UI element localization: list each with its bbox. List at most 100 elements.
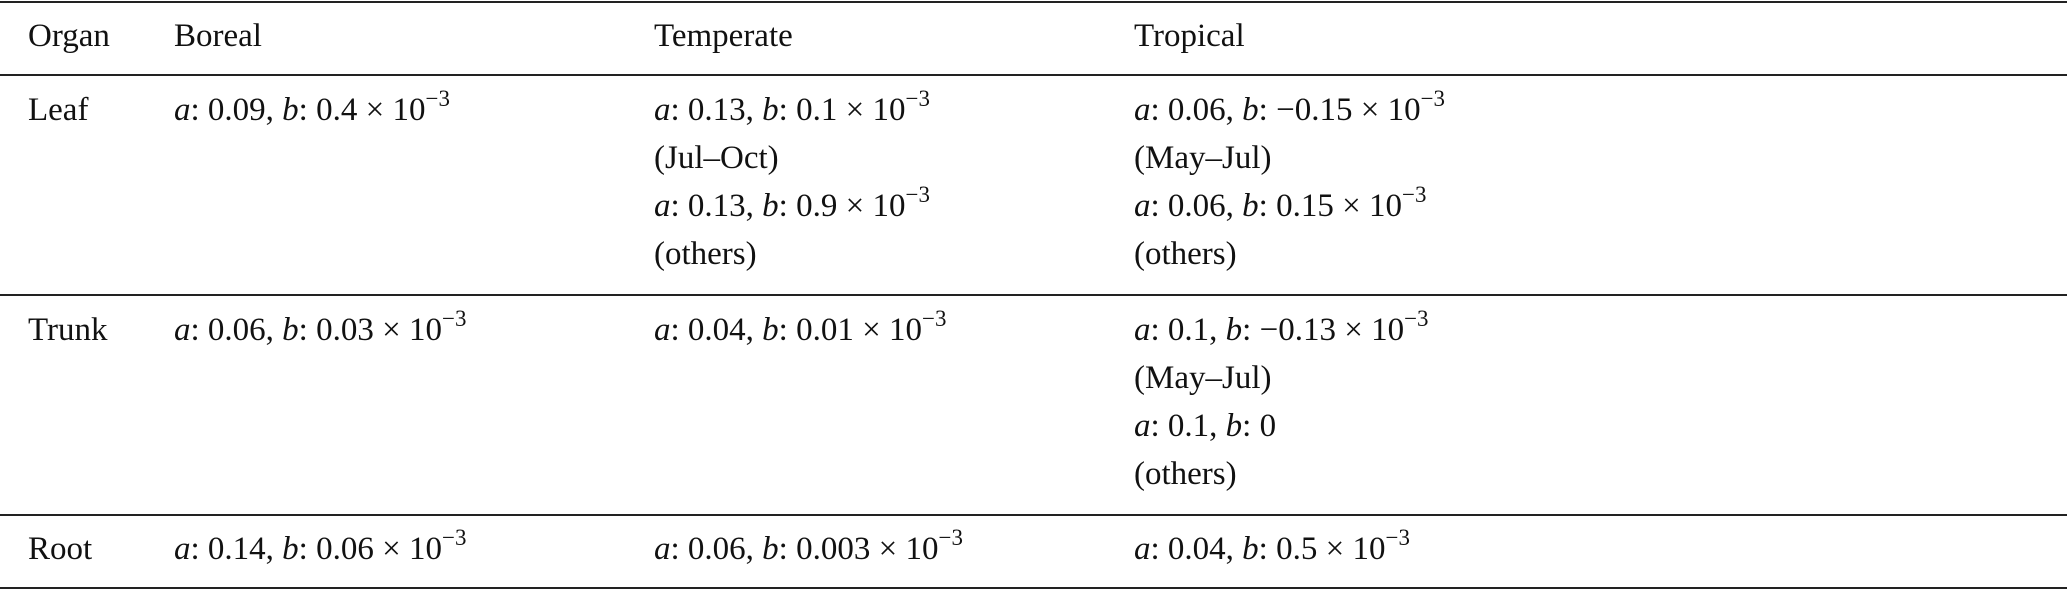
b-exponent: −3 — [938, 525, 963, 550]
header-organ: Organ — [28, 18, 110, 54]
period-label: (others) — [1134, 236, 1237, 272]
period-label: (others) — [1134, 456, 1237, 492]
separator: , — [745, 92, 763, 128]
b-value: 0 — [1259, 408, 1277, 444]
separator: , — [265, 92, 283, 128]
separator: : — [1242, 408, 1260, 444]
separator: : — [1150, 92, 1168, 128]
a-value: 0.06 — [207, 312, 266, 348]
organ-cell: Trunk — [28, 312, 108, 348]
a-value: 0.06 — [1167, 92, 1226, 128]
row-rule-leaf — [0, 294, 2067, 296]
separator: , — [745, 312, 763, 348]
top-rule — [0, 1, 2067, 3]
a-symbol: a — [174, 92, 191, 128]
a-symbol: a — [174, 312, 191, 348]
b-exponent: −3 — [905, 86, 930, 111]
separator: : — [670, 312, 688, 348]
period-label: (Jul–Oct) — [654, 140, 779, 176]
parameter-line: a: 0.06, b: −0.15 × 10−3 — [1134, 86, 1445, 134]
separator: : — [778, 92, 797, 128]
a-value: 0.09 — [207, 92, 266, 128]
separator: : — [1150, 312, 1168, 348]
parameter-line: a: 0.1, b: −0.13 × 10−3 — [1134, 306, 1429, 354]
separator: : — [1150, 188, 1168, 224]
separator: : — [298, 531, 317, 567]
b-value: 0.15 × 10 — [1276, 188, 1402, 224]
temperate-cell: a: 0.13, b: 0.1 × 10−3 (Jul–Oct) a: 0.13, … — [654, 86, 930, 278]
header-tropical: Tropical — [1134, 18, 1245, 54]
b-value: 0.1 × 10 — [796, 92, 906, 128]
separator: , — [745, 188, 763, 224]
separator: : — [1258, 188, 1277, 224]
b-symbol: b — [282, 312, 299, 348]
tropical-cell: a: 0.04, b: 0.5 × 10−3 — [1134, 525, 1410, 573]
b-value: 0.4 × 10 — [316, 92, 426, 128]
separator: : — [670, 92, 688, 128]
a-symbol: a — [1134, 188, 1151, 224]
boreal-cell: a: 0.06, b: 0.03 × 10−3 — [174, 306, 466, 354]
parameter-line: a: 0.09, b: 0.4 × 10−3 — [174, 86, 450, 134]
tropical-cell: a: 0.1, b: −0.13 × 10−3 (May–Jul) a: 0.1, … — [1134, 306, 1429, 498]
parameter-line: a: 0.06, b: 0.15 × 10−3 — [1134, 182, 1445, 230]
b-value: 0.9 × 10 — [796, 188, 906, 224]
a-value: 0.1 — [1167, 408, 1210, 444]
period-label: (May–Jul) — [1134, 140, 1272, 176]
a-symbol: a — [654, 92, 671, 128]
separator: : — [298, 312, 317, 348]
a-symbol: a — [1134, 312, 1151, 348]
a-value: 0.13 — [687, 92, 746, 128]
bottom-rule — [0, 587, 2067, 589]
parameter-line: a: 0.06, b: 0.03 × 10−3 — [174, 306, 466, 354]
b-symbol: b — [282, 92, 299, 128]
b-symbol: b — [282, 531, 299, 567]
separator: : — [778, 531, 797, 567]
period-label: (May–Jul) — [1134, 360, 1272, 396]
b-symbol: b — [1242, 531, 1259, 567]
b-symbol: b — [1242, 92, 1259, 128]
b-symbol: b — [1225, 408, 1243, 444]
separator: : — [670, 531, 688, 567]
separator: : — [670, 188, 688, 224]
period-label: (others) — [654, 236, 757, 272]
b-symbol: b — [762, 92, 779, 128]
a-symbol: a — [1134, 531, 1151, 567]
a-symbol: a — [654, 531, 671, 567]
organ-cell: Leaf — [28, 92, 89, 128]
temperate-cell: a: 0.04, b: 0.01 × 10−3 — [654, 306, 946, 354]
separator: : — [778, 188, 797, 224]
separator: : — [190, 312, 208, 348]
parameter-line: a: 0.13, b: 0.9 × 10−3 — [654, 182, 930, 230]
separator: , — [265, 312, 283, 348]
separator: : — [298, 92, 317, 128]
separator: , — [1225, 188, 1243, 224]
b-value: −0.13 × 10 — [1259, 312, 1405, 348]
b-exponent: −3 — [425, 86, 450, 111]
separator: , — [1209, 408, 1226, 444]
header-temperate: Temperate — [654, 18, 793, 54]
a-value: 0.14 — [207, 531, 266, 567]
parameter-line: a: 0.06, b: 0.003 × 10−3 — [654, 525, 963, 573]
b-value: −0.15 × 10 — [1276, 92, 1421, 128]
separator: : — [1242, 312, 1260, 348]
separator: , — [745, 531, 763, 567]
parameter-line: a: 0.14, b: 0.06 × 10−3 — [174, 525, 466, 573]
parameter-line: a: 0.04, b: 0.01 × 10−3 — [654, 306, 946, 354]
b-symbol: b — [762, 312, 779, 348]
header-rule — [0, 74, 2067, 76]
b-exponent: −3 — [1420, 86, 1446, 111]
b-value: 0.5 × 10 — [1276, 531, 1386, 567]
parameter-line: a: 0.1, b: 0 — [1134, 402, 1429, 450]
b-value: 0.01 × 10 — [796, 312, 922, 348]
a-value: 0.04 — [1167, 531, 1226, 567]
separator: : — [190, 531, 208, 567]
organ-cell: Root — [28, 531, 93, 567]
parameter-line: a: 0.04, b: 0.5 × 10−3 — [1134, 525, 1410, 573]
separator: : — [1258, 92, 1277, 128]
separator: : — [190, 92, 208, 128]
b-value: 0.003 × 10 — [796, 531, 939, 567]
a-symbol: a — [1134, 408, 1151, 444]
b-exponent: −3 — [441, 306, 467, 331]
b-exponent: −3 — [1404, 306, 1429, 331]
